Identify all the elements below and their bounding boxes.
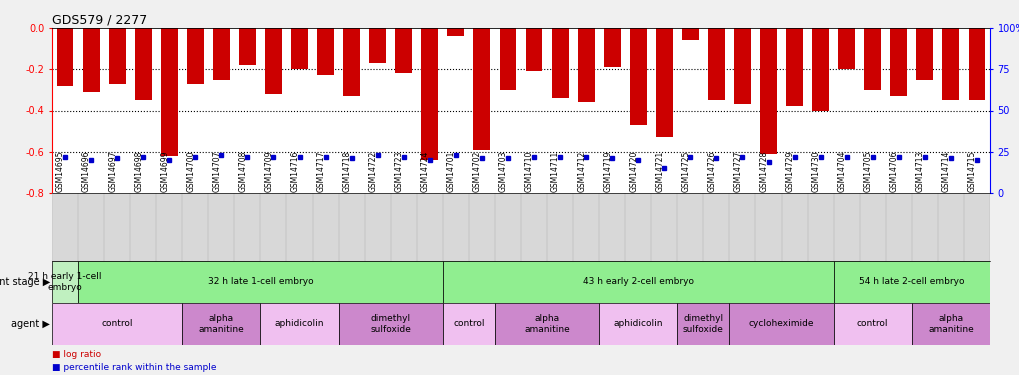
Text: alpha
amanitine: alpha amanitine [199, 314, 244, 334]
Bar [833, 303, 911, 345]
Bar [833, 261, 989, 303]
Bar [655, 28, 673, 137]
Bar [186, 28, 204, 84]
Bar [161, 28, 177, 156]
Bar [707, 28, 725, 100]
Text: 32 h late 1-cell embryo: 32 h late 1-cell embryo [208, 278, 313, 286]
Bar [603, 28, 620, 67]
Bar [265, 28, 281, 94]
Bar [83, 28, 100, 92]
Bar [290, 28, 308, 69]
Bar [577, 28, 594, 102]
Text: dimethyl
sulfoxide: dimethyl sulfoxide [683, 314, 723, 334]
Bar [109, 28, 125, 84]
Bar [421, 28, 438, 160]
Bar [260, 303, 338, 345]
Text: ■ percentile rank within the sample: ■ percentile rank within the sample [52, 363, 216, 372]
Bar [759, 28, 776, 154]
Bar [598, 303, 677, 345]
Bar [317, 28, 334, 75]
Text: GDS579 / 2277: GDS579 / 2277 [52, 14, 147, 27]
Text: control: control [856, 320, 888, 328]
Bar [811, 28, 828, 111]
Bar [729, 303, 833, 345]
Bar [734, 28, 750, 104]
Bar [78, 261, 442, 303]
Bar [942, 28, 959, 100]
Bar [494, 303, 598, 345]
Text: aphidicolin: aphidicolin [274, 320, 324, 328]
Bar [838, 28, 854, 69]
Bar [213, 28, 229, 80]
Bar [52, 303, 182, 345]
Bar [238, 28, 256, 65]
Text: agent ▶: agent ▶ [11, 319, 50, 329]
Bar [442, 303, 494, 345]
Bar [342, 28, 360, 96]
Bar [499, 28, 516, 90]
Bar [911, 303, 989, 345]
Text: alpha
amanitine: alpha amanitine [927, 314, 973, 334]
Text: 43 h early 2-cell embryo: 43 h early 2-cell embryo [582, 278, 693, 286]
Bar [442, 261, 833, 303]
Bar [56, 28, 73, 86]
Bar [447, 28, 464, 36]
Text: cycloheximide: cycloheximide [748, 320, 813, 328]
Bar [682, 28, 698, 40]
Bar [473, 28, 490, 150]
Text: aphidicolin: aphidicolin [612, 320, 662, 328]
Bar [338, 303, 442, 345]
Bar [786, 28, 802, 106]
Text: dimethyl
sulfoxide: dimethyl sulfoxide [370, 314, 411, 334]
Text: control: control [452, 320, 484, 328]
Text: alpha
amanitine: alpha amanitine [524, 314, 570, 334]
Bar [135, 28, 152, 100]
Bar [525, 28, 542, 71]
Text: ■ log ratio: ■ log ratio [52, 350, 101, 358]
Bar [915, 28, 932, 80]
Bar [968, 28, 984, 100]
Bar [52, 261, 78, 303]
Text: development stage ▶: development stage ▶ [0, 277, 50, 287]
Bar [551, 28, 568, 98]
Bar [677, 303, 729, 345]
Bar [629, 28, 646, 125]
Bar [863, 28, 880, 90]
Bar [395, 28, 412, 74]
Bar [182, 303, 260, 345]
Text: control: control [101, 320, 132, 328]
Bar [890, 28, 906, 96]
Text: 54 h late 2-cell embryo: 54 h late 2-cell embryo [858, 278, 964, 286]
Text: 21 h early 1-cell
embryо: 21 h early 1-cell embryо [29, 272, 102, 292]
Bar [369, 28, 386, 63]
